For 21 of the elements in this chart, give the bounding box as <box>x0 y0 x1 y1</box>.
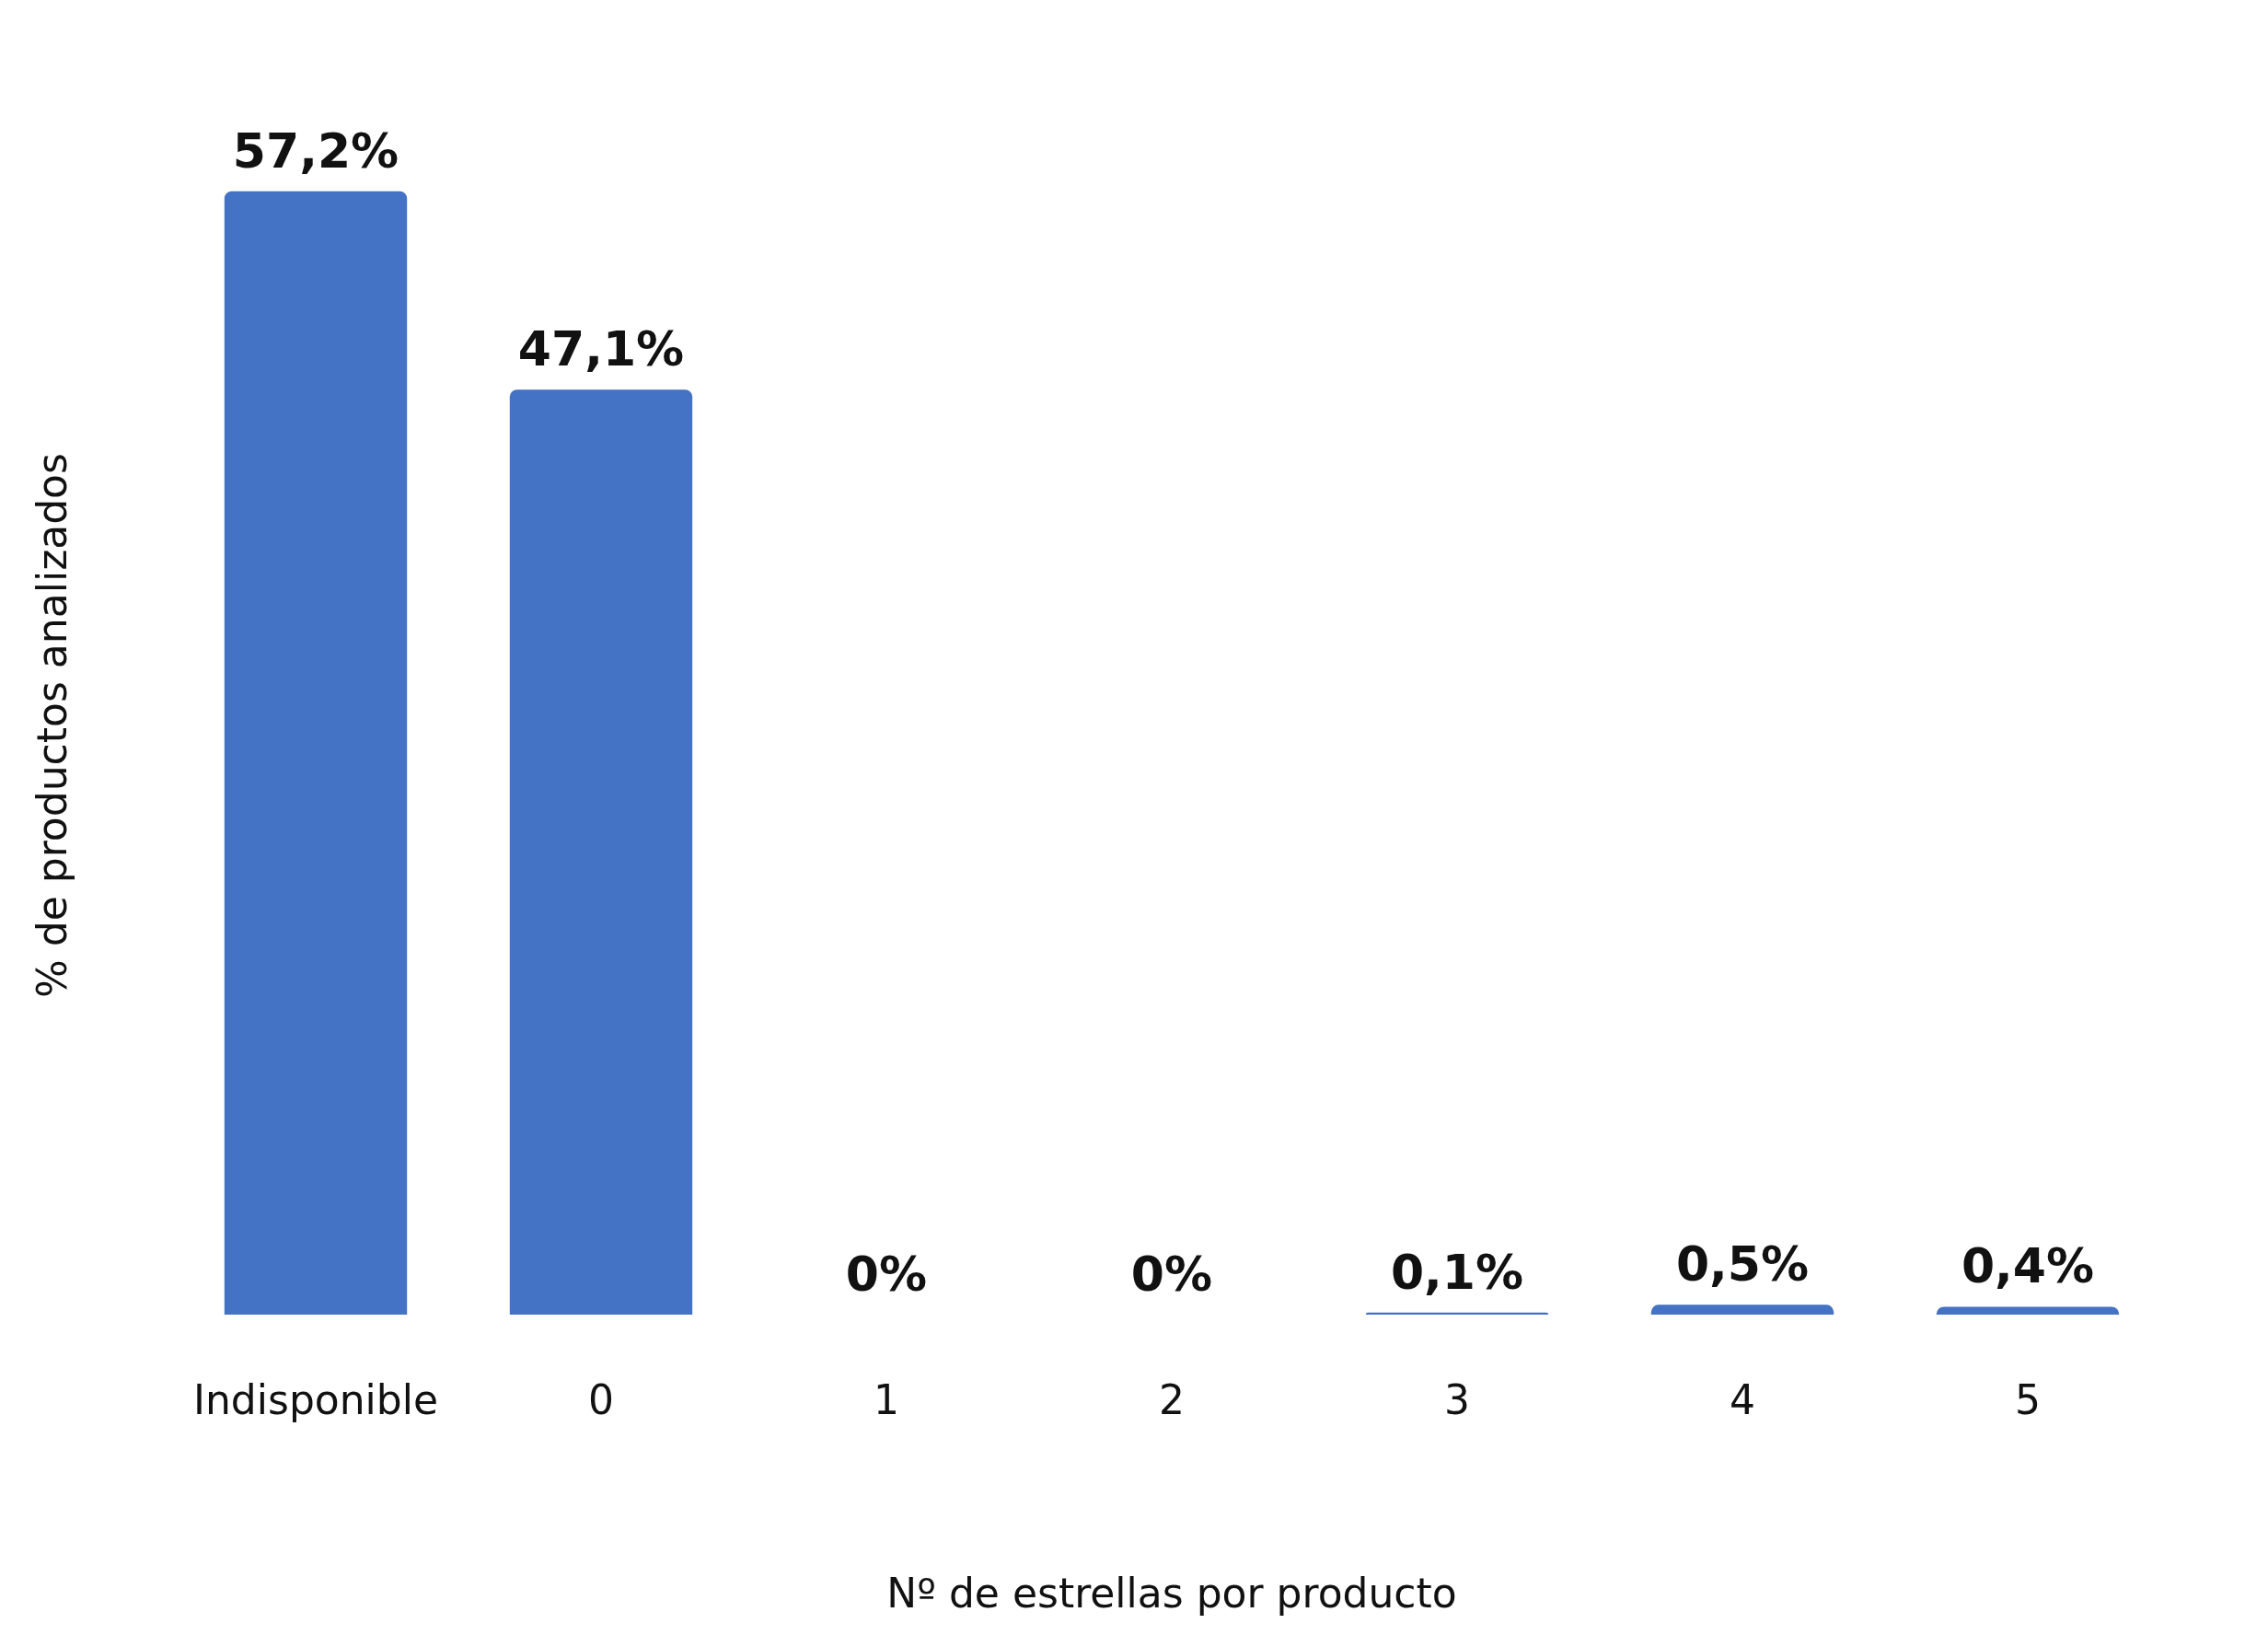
x-tick-label: 0 <box>588 1375 614 1423</box>
data-label: 47,1% <box>517 321 685 377</box>
data-label: 0,1% <box>1390 1244 1524 1300</box>
x-axis-title: Nº de estrellas por producto <box>886 1569 1457 1617</box>
bar <box>1365 1312 1549 1315</box>
bar <box>224 191 408 1315</box>
bar <box>1936 1306 2120 1315</box>
data-label: 0% <box>1130 1247 1213 1302</box>
x-tick-label: Indisponible <box>192 1375 439 1423</box>
bar <box>509 389 693 1315</box>
x-tick-label: 2 <box>1159 1375 1185 1423</box>
x-tick-label: 1 <box>874 1375 899 1423</box>
x-tick-label: 4 <box>1730 1375 1755 1423</box>
y-axis-title: % de productos analizados <box>28 453 75 998</box>
x-tick-label: 3 <box>1444 1375 1470 1423</box>
x-tick-label: 5 <box>2015 1375 2041 1423</box>
data-label: 57,2% <box>232 122 399 179</box>
data-label: 0,5% <box>1675 1236 1810 1293</box>
data-label: 0,4% <box>1961 1238 2095 1294</box>
data-label: 0% <box>845 1247 928 1302</box>
bar <box>1650 1305 1834 1315</box>
